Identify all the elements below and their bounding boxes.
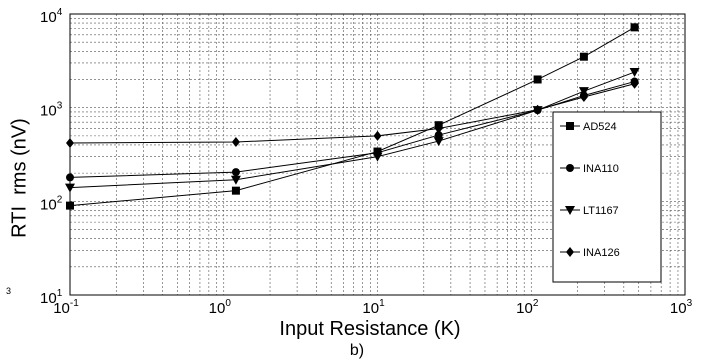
data-point bbox=[579, 91, 588, 102]
data-point bbox=[533, 75, 542, 84]
data-point bbox=[533, 104, 542, 115]
y-axis-label: RTI rms (nV) bbox=[8, 118, 31, 238]
series-line bbox=[69, 83, 635, 144]
data-point bbox=[433, 137, 444, 147]
data-point bbox=[372, 152, 383, 162]
data-point bbox=[434, 123, 443, 134]
y-tick-label: 103 bbox=[40, 101, 63, 120]
legend-label: INA110 bbox=[583, 163, 619, 175]
data-point bbox=[65, 183, 75, 193]
data-point bbox=[434, 131, 443, 140]
y-tick-label: 101 bbox=[40, 288, 63, 307]
data-point bbox=[231, 186, 240, 195]
data-point bbox=[630, 23, 639, 32]
x-tick-label: 102 bbox=[516, 298, 539, 317]
stray-label: 3 bbox=[6, 286, 12, 296]
data-point bbox=[579, 52, 588, 61]
series-line bbox=[69, 71, 635, 189]
x-tick-label: 10-1 bbox=[53, 298, 79, 317]
plot-frame bbox=[69, 13, 686, 296]
y-tick-label: 102 bbox=[40, 194, 63, 213]
series-ina126 bbox=[66, 78, 639, 148]
series-layer bbox=[65, 23, 640, 210]
legend-label: INA126 bbox=[583, 247, 620, 259]
x-tick-label: 103 bbox=[670, 298, 693, 317]
series-line bbox=[69, 81, 635, 178]
legend-marker bbox=[566, 122, 574, 130]
data-point bbox=[578, 87, 589, 97]
x-axis-label: Input Resistance (K) bbox=[279, 318, 461, 340]
data-point bbox=[231, 136, 240, 147]
y-tick-label: 104 bbox=[40, 7, 63, 26]
data-point bbox=[231, 168, 240, 177]
tick-layer: 10-1 100 101 102 103 101 102 103 104 bbox=[40, 7, 693, 317]
data-point bbox=[66, 201, 74, 210]
data-point bbox=[629, 68, 640, 78]
data-point bbox=[66, 137, 74, 148]
legend-marker bbox=[565, 206, 575, 215]
legend-label: AD524 bbox=[583, 121, 617, 133]
x-tick-label: 100 bbox=[209, 298, 232, 317]
figure-caption: b) bbox=[349, 342, 365, 359]
data-point bbox=[230, 175, 241, 185]
legend-label: LT1167 bbox=[583, 205, 619, 217]
legend-marker bbox=[566, 247, 574, 257]
legend-marker bbox=[566, 164, 574, 172]
data-point bbox=[373, 130, 382, 141]
legend: AD524 INA110 LT1167 INA126 bbox=[552, 111, 662, 283]
x-tick-label: 101 bbox=[362, 298, 385, 317]
data-point bbox=[66, 173, 74, 182]
data-point bbox=[630, 78, 639, 89]
